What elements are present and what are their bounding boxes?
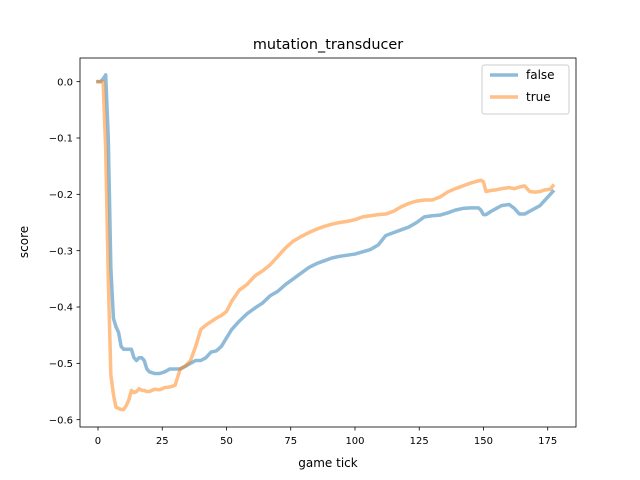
x-tick-label: 175: [538, 436, 557, 447]
tick-layer: 0 25 50 75 100 125 150 175 0.0 −0.1 −0.2 −0.3 −0.4 −0…: [49, 77, 558, 447]
x-tick-label: 50: [220, 436, 233, 447]
plot-area-frame: [79, 57, 577, 428]
x-tick-label: 75: [284, 436, 297, 447]
x-tick-label: 25: [156, 436, 169, 447]
x-tick-label: 100: [345, 436, 364, 447]
y-tick-label: −0.4: [49, 303, 73, 314]
x-tick-label: 125: [410, 436, 429, 447]
x-axis-label: game tick: [298, 456, 357, 470]
y-tick-label: −0.2: [49, 190, 73, 201]
legend: false true: [481, 64, 570, 115]
y-axis-label: score: [17, 226, 31, 258]
series-line-true: [96, 79, 556, 412]
y-tick-label: −0.5: [49, 359, 73, 370]
chart-title: mutation_transducer: [253, 37, 403, 53]
legend-box: [481, 64, 570, 115]
legend-label-false: false: [526, 68, 555, 82]
x-tick-label: 150: [474, 436, 493, 447]
series-line-false: [96, 73, 556, 376]
y-tick-label: −0.3: [49, 246, 73, 257]
y-tick-label: 0.0: [57, 77, 73, 88]
y-tick-label: −0.1: [49, 134, 73, 145]
x-tick-label: 0: [95, 436, 101, 447]
y-tick-label: −0.6: [49, 415, 73, 426]
legend-label-true: true: [526, 90, 551, 104]
series-layer: [96, 73, 556, 412]
